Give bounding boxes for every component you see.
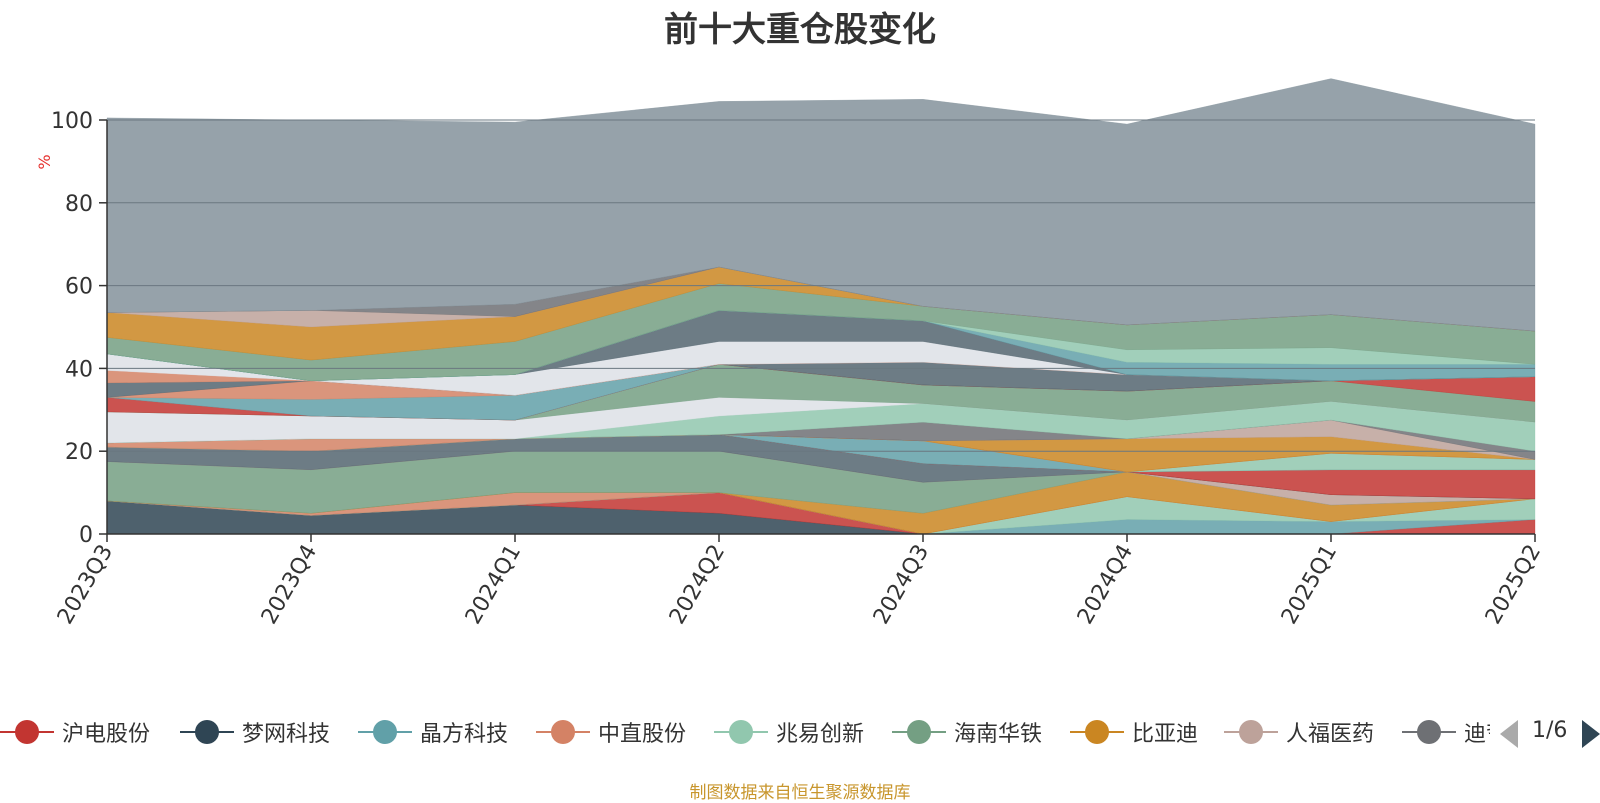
x-tick-label-2: 2024Q1 <box>461 541 526 629</box>
legend-page-indicator: 1/6 <box>1532 718 1568 743</box>
legend-prev-arrow-icon[interactable] <box>1500 720 1518 748</box>
legend-marker-icon <box>536 712 590 752</box>
legend-marker-icon <box>714 712 768 752</box>
legend-item-0[interactable]: 沪电股份 <box>0 712 150 752</box>
legend-label: 中直股份 <box>598 722 687 747</box>
legend-label: 兆易创新 <box>776 722 865 747</box>
x-tick-label-3: 2024Q2 <box>665 541 730 629</box>
x-tick-label-1: 2023Q4 <box>257 541 322 629</box>
legend-item-2[interactable]: 晶方科技 <box>358 712 508 752</box>
x-tick-label-6: 2025Q1 <box>1277 541 1342 629</box>
legend-label: 海南华铁 <box>954 722 1043 747</box>
legend-marker-icon <box>892 712 946 752</box>
legend-item-7[interactable]: 人福医药 <box>1224 712 1374 752</box>
legend-label: 梦网科技 <box>242 722 331 747</box>
legend: 沪电股份 梦网科技 晶方科技 中直股份 兆易创新 海南华铁 比亚迪 人福医药 迪哲医药 <box>0 712 1490 752</box>
legend-label: 迪哲医药 <box>1464 722 1490 747</box>
legend-label: 沪电股份 <box>62 722 151 747</box>
legend-item-1[interactable]: 梦网科技 <box>180 712 330 752</box>
x-tick-label-4: 2024Q3 <box>869 541 934 629</box>
stacked-area-chart: 0 20 40 60 80 100% 2023Q3 2023Q4 2024Q1 2024Q2 202… <box>35 78 1546 629</box>
legend-item-3[interactable]: 中直股份 <box>536 712 686 752</box>
legend-marker-icon <box>1402 712 1456 752</box>
legend-pager: 1/6 <box>1500 712 1600 752</box>
legend-label: 晶方科技 <box>420 722 509 747</box>
legend-marker-icon <box>0 712 54 752</box>
legend-item-5[interactable]: 海南华铁 <box>892 712 1042 752</box>
y-tick-label-0: 0 <box>79 523 93 548</box>
y-tick-label-5: 100 <box>51 109 93 134</box>
x-tick-label-5: 2024Q4 <box>1073 541 1138 629</box>
legend-marker-icon <box>358 712 412 752</box>
legend-marker-icon <box>1224 712 1278 752</box>
data-source-note: 制图数据来自恒生聚源数据库 <box>689 783 911 803</box>
legend-marker-icon <box>180 712 234 752</box>
x-tick-label-7: 2025Q2 <box>1481 541 1546 629</box>
legend-label: 人福医药 <box>1286 722 1375 747</box>
x-tick-label-0: 2023Q3 <box>53 541 118 629</box>
y-tick-label-4: 80 <box>65 192 93 217</box>
legend-marker-icon <box>1070 712 1124 752</box>
legend-item-4[interactable]: 兆易创新 <box>714 712 864 752</box>
legend-label: 比亚迪 <box>1132 722 1199 747</box>
legend-item-8[interactable]: 迪哲医药 <box>1402 712 1490 752</box>
y-tick-label-1: 20 <box>65 440 93 465</box>
y-axis-unit-label: % <box>35 154 54 169</box>
y-tick-label-2: 40 <box>65 357 93 382</box>
chart-title: 前十大重仓股变化 <box>664 10 936 50</box>
y-tick-label-3: 60 <box>65 275 93 300</box>
area-series-32 <box>106 78 1536 332</box>
legend-item-6[interactable]: 比亚迪 <box>1070 712 1198 752</box>
legend-next-arrow-icon[interactable] <box>1582 720 1600 748</box>
